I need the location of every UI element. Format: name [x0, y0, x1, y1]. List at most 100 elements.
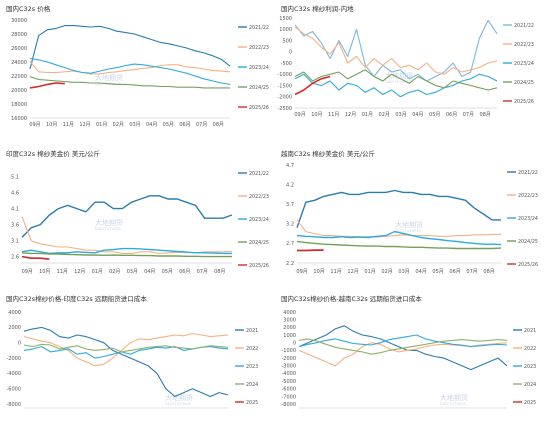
y-tick-label: 0 — [293, 341, 296, 347]
x-tick-label: 03月 — [398, 269, 409, 275]
y-tick-label: -500 — [281, 61, 292, 67]
x-tick-label: 11月 — [57, 269, 68, 275]
y-tick-label: 500 — [282, 38, 292, 44]
legend-label: 2021/22 — [249, 25, 269, 31]
x-tick-label: 05月 — [163, 122, 174, 128]
x-tick-label: 08月 — [213, 122, 224, 128]
watermark-text: 大地期货 — [95, 218, 123, 227]
y-tick-label: 3.1 — [11, 238, 19, 244]
x-tick-label: 05月 — [432, 269, 443, 275]
chart-panel-6: 国内C32s棉纱价格-越南C32s 远期船货进口成本 大地期货 DADI FUTU… — [275, 290, 550, 435]
legend-label: 2025 — [524, 400, 536, 406]
legend-label: 2023 — [246, 364, 258, 370]
x-tick-label: 03月 — [129, 122, 140, 128]
y-tick-label: 4000 — [283, 310, 296, 316]
legend-label: 2021/22 — [518, 170, 538, 176]
x-tick-label: 06月 — [179, 122, 190, 128]
x-tick-label: 09月 — [29, 122, 40, 128]
series-line-2023 — [298, 334, 508, 348]
x-tick-label: 09月 — [294, 112, 305, 118]
x-tick-label: 04月 — [412, 112, 423, 118]
chart-title-4: 越南C32s 棉纱美金价 美元/公斤 — [281, 150, 376, 158]
x-tick-label: 01月 — [364, 269, 375, 275]
y-tick-label: -6000 — [281, 387, 296, 393]
series-line-2023-24 — [21, 247, 232, 255]
y-tick-label: -1000 — [281, 348, 296, 354]
x-tick-label: 06月 — [446, 112, 457, 118]
x-tick-label: 02月 — [379, 112, 390, 118]
series-line-2023-24 — [294, 73, 498, 98]
y-tick-label: 24000 — [11, 60, 27, 66]
watermark-subtext: DADI FUTURES — [440, 402, 467, 406]
watermark-text: 大地期货 — [95, 73, 123, 82]
x-tick-label: 02月 — [109, 269, 120, 275]
x-tick-label: 12月 — [345, 112, 356, 118]
y-tick-label: 3.6 — [11, 222, 19, 228]
y-tick-label: -4000 — [281, 371, 296, 377]
x-tick-label: 08月 — [480, 112, 491, 118]
watermark-subtext: DADI FUTURES — [395, 229, 422, 233]
x-tick-label: 06月 — [449, 269, 460, 275]
y-tick-label: 4.6 — [11, 190, 19, 196]
y-tick-label: -1500 — [277, 83, 292, 89]
legend-label: 2021/22 — [249, 171, 269, 177]
y-tick-label: 28000 — [11, 32, 27, 38]
y-tick-label: -8000 — [281, 402, 296, 408]
x-tick-label: 10月 — [311, 112, 322, 118]
x-tick-label: 06月 — [179, 269, 190, 275]
y-tick-label: -2000 — [6, 356, 21, 362]
y-tick-label: 3.2 — [286, 222, 294, 228]
y-tick-label: -5000 — [281, 379, 296, 385]
chart-title-5: 国内C32s棉纱价格-印度C32s 远期船货进口成本 — [6, 295, 147, 303]
series-line-2022-23 — [296, 219, 501, 238]
legend-label: 2024/25 — [249, 240, 269, 246]
series-line-2021 — [23, 326, 229, 398]
legend-label: 2022 — [524, 346, 536, 352]
series-line-2024 — [23, 343, 229, 353]
y-tick-label: -1000 — [277, 72, 292, 78]
legend-label: 2021 — [524, 328, 536, 334]
legend-label: 2025/26 — [249, 263, 269, 269]
y-tick-label: 2000 — [283, 325, 296, 331]
series-line-2022-23 — [294, 26, 498, 75]
y-tick-label: 0 — [18, 341, 21, 347]
watermark-text: 大地期货 — [440, 393, 468, 402]
legend-label: 2022/23 — [518, 193, 538, 199]
legend-label: 2022/23 — [514, 42, 534, 48]
x-tick-label: 10月 — [46, 122, 57, 128]
series-line-2024-25 — [294, 69, 498, 91]
y-tick-label: 4.7 — [286, 163, 294, 169]
y-tick-label: 3000 — [283, 317, 296, 323]
legend-label: 2025 — [246, 400, 258, 406]
y-tick-label: 26000 — [11, 46, 27, 52]
x-tick-label: 02月 — [381, 269, 392, 275]
series-line-2021-22 — [29, 25, 231, 70]
watermark-subtext: DADI FUTURES — [95, 227, 122, 231]
chart-panel-4: 越南C32s 棉纱美金价 美元/公斤 大地期货 DADI FUTURES 4.7 4.… — [275, 145, 550, 290]
y-tick-label: 1000 — [279, 27, 292, 33]
legend-label: 2022/23 — [249, 45, 269, 51]
legend-label: 2025/26 — [518, 262, 538, 268]
series-line-2025-26 — [21, 255, 50, 261]
chart-title-2: 国内C32s 棉纱利润-内地 — [281, 5, 354, 13]
x-tick-label: 01月 — [96, 122, 107, 128]
series-line-2021-22 — [21, 195, 233, 238]
x-tick-label: 12月 — [74, 269, 85, 275]
watermark-text: 大地期货 — [395, 220, 423, 229]
y-tick-label: -3000 — [281, 364, 296, 370]
y-tick-label: -8000 — [6, 402, 21, 408]
y-tick-label: 4.2 — [286, 182, 294, 188]
x-tick-label: 08月 — [483, 269, 494, 275]
x-tick-label: 12月 — [347, 269, 358, 275]
legend-label: 2024/25 — [518, 239, 538, 245]
legend-label: 2022 — [246, 346, 258, 352]
x-tick-label: 05月 — [162, 269, 173, 275]
y-tick-label: 1000 — [283, 333, 296, 339]
legend-label: 2023/24 — [249, 217, 269, 223]
y-tick-label: -7000 — [281, 394, 296, 400]
series-line-2025-26 — [29, 82, 65, 89]
